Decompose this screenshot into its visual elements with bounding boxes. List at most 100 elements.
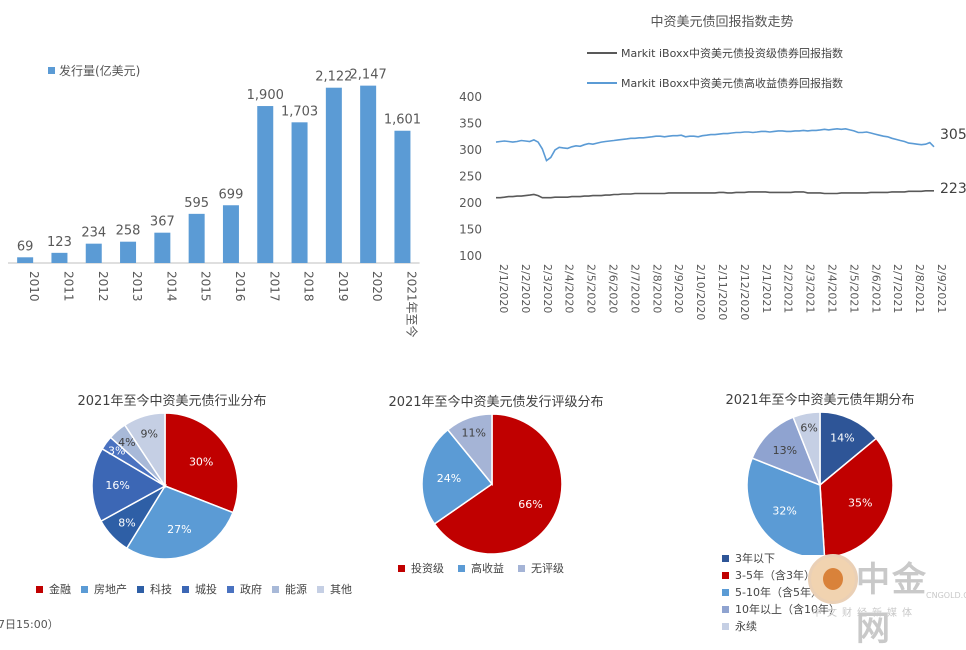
watermark-logo-icon — [808, 554, 858, 604]
line-chart: 中资美元债回报指数走势 Markit iBoxx中资美元债投资级债券回报指数 Mar… — [459, 14, 966, 320]
pie-title: 2021年至今中资美元债行业分布 — [77, 393, 266, 409]
legend-item: 城投 — [182, 581, 217, 597]
pie-slice-永续 — [792, 411, 821, 486]
line-x-tick: 2/6/2020 — [607, 264, 620, 313]
line-end-label: 223 — [940, 181, 966, 197]
legend-item: 无评级 — [518, 560, 564, 576]
bar-value-label: 2,122 — [315, 70, 352, 85]
watermark-slogan: 中文财经新媒体 — [812, 608, 917, 619]
pie-title: 2021年至今中资美元债年期分布 — [725, 392, 914, 408]
legend-swatch — [458, 564, 465, 572]
legend-item: 10年以上（含10年） — [722, 601, 840, 617]
line-x-tick: 2/1/2021 — [760, 264, 773, 313]
bar-category-label: 2015 — [199, 271, 213, 302]
bar-category-label: 2016 — [233, 271, 247, 302]
pie-slice-金融 — [164, 412, 239, 514]
bar-value-label: 595 — [184, 196, 209, 211]
line-x-tick: 2/9/2020 — [672, 264, 685, 313]
pie-slice-label: 16% — [105, 479, 129, 492]
bar-2018 — [291, 122, 308, 264]
bar-2019 — [325, 87, 342, 263]
line-legend-label: Markit iBoxx中资美元债投资级债券回报指数 — [621, 46, 843, 60]
legend-swatch — [227, 585, 234, 593]
legend-swatch — [518, 564, 525, 572]
pie-slice-label: 13% — [773, 444, 797, 457]
line-x-tick: 2/1/2020 — [497, 264, 510, 313]
pie-slice-label: 8% — [118, 516, 135, 529]
legend-industry: 金融 房地产 科技 城投 政府 能源 其他 — [36, 581, 352, 597]
pie-slice-其他 — [123, 412, 166, 489]
legend-item: 能源 — [272, 581, 307, 597]
line-end-label: 305 — [940, 127, 966, 143]
line-chart-title: 中资美元债回报指数走势 — [650, 14, 793, 30]
line-x-tick: 2/11/2020 — [716, 264, 729, 320]
legend-label: 房地产 — [94, 583, 127, 596]
line-x-tick: 2/10/2020 — [694, 264, 707, 320]
watermark-cn: 中金网 — [856, 560, 928, 649]
pie-slice-label: 30% — [189, 455, 213, 468]
bar-value-label: 367 — [150, 215, 175, 230]
bar-2014 — [154, 232, 171, 263]
legend-item: 5-10年（含5年） — [722, 584, 840, 600]
line-x-tick: 2/4/2021 — [826, 264, 839, 313]
line-x-tick: 2/8/2021 — [913, 264, 926, 313]
line-series-1 — [495, 127, 935, 162]
pie-slice-label: 6% — [800, 422, 817, 435]
line-x-tick: 2/5/2020 — [585, 264, 598, 313]
legend-swatch — [182, 585, 189, 593]
legend-swatch — [722, 605, 729, 613]
pie-slice-label: 3% — [108, 445, 125, 458]
legend-item: 投资级 — [398, 560, 444, 576]
line-x-tick: 2/3/2021 — [804, 264, 817, 313]
line-y-tick: 400 — [459, 90, 482, 104]
pie-slice-label: 32% — [772, 505, 796, 518]
legend-item: 3-5年（含3年） — [722, 567, 840, 583]
bar-2010 — [17, 257, 34, 263]
legend-item: 房地产 — [81, 581, 127, 597]
bar-2016 — [222, 205, 239, 263]
line-x-tick: 2/2/2020 — [519, 264, 532, 313]
line-y-tick: 300 — [459, 143, 482, 157]
legend-item: 其他 — [317, 581, 352, 597]
bar-value-label: 2,147 — [350, 68, 387, 83]
pie-slice-无评级 — [446, 413, 493, 487]
legend-label: 能源 — [285, 583, 307, 596]
legend-label: 投资级 — [411, 562, 444, 575]
bar-category-label: 2020 — [370, 271, 384, 302]
legend-label: 3-5年（含3年） — [735, 569, 815, 582]
bar-category-label: 2012 — [96, 271, 110, 302]
legend-label: 政府 — [240, 583, 262, 596]
bar-category-label: 2013 — [130, 271, 144, 302]
legend-swatch — [722, 588, 729, 596]
bar-value-label: 1,703 — [281, 104, 318, 119]
legend-label: 3年以下 — [735, 552, 775, 565]
line-y-tick: 250 — [459, 170, 482, 184]
pie-title: 2021年至今中资美元债发行评级分布 — [388, 394, 603, 410]
pie-slice-label: 66% — [518, 498, 542, 511]
pie-slice-10年以上（含10年） — [751, 416, 822, 487]
bar-legend-swatch — [48, 67, 55, 74]
pie-slice-label: 35% — [848, 496, 872, 509]
legend-label: 5-10年（含5年） — [735, 586, 822, 599]
bar-value-label: 123 — [47, 235, 72, 250]
bar-value-label: 1,900 — [247, 88, 284, 103]
pie-slice-label: 24% — [437, 472, 461, 485]
legend-label: 城投 — [195, 583, 217, 596]
line-y-tick: 200 — [459, 196, 482, 210]
pie-slice-投资级 — [433, 413, 563, 555]
bar-category-label: 2021年至今 — [404, 271, 419, 338]
pie-slice-房地产 — [125, 485, 234, 560]
pie-slice-3年以下 — [819, 411, 878, 487]
bar-category-label: 2014 — [164, 271, 178, 302]
line-x-tick: 2/2/2021 — [782, 264, 795, 313]
bar-2013 — [120, 241, 137, 263]
bar-chart: 发行量(亿美元) 69 2010 123 2011 234 2012 258 2013 367 20… — [8, 63, 421, 338]
pie-slice-城投 — [91, 447, 167, 523]
bar-value-label: 234 — [81, 226, 106, 241]
legend-rating: 投资级 高收益 无评级 — [398, 560, 564, 576]
legend-label: 科技 — [150, 583, 172, 596]
bar-value-label: 69 — [17, 239, 34, 254]
bar-category-label: 2011 — [61, 271, 75, 302]
legend-swatch — [81, 585, 88, 593]
pie-slice-label: 14% — [830, 431, 854, 444]
